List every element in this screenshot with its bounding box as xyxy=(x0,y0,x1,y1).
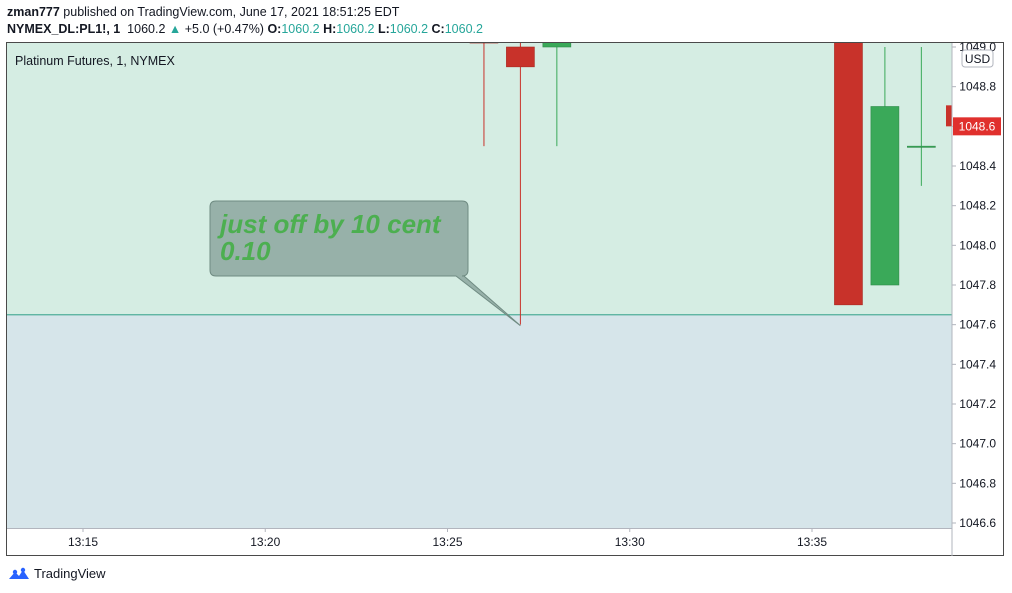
last-price-badge: 1048.6 xyxy=(953,117,1001,136)
x-tick-label: 13:20 xyxy=(250,535,280,549)
annotation-bubble xyxy=(209,200,521,327)
y-tick-label: 1048.8 xyxy=(959,80,996,94)
brand-name: TradingView xyxy=(34,566,106,581)
y-tick-label: 1048.0 xyxy=(959,238,996,252)
chart-frame[interactable] xyxy=(6,42,1004,556)
close-label: C: xyxy=(431,22,445,36)
candle-1327[interactable] xyxy=(506,37,535,325)
candle-1336[interactable] xyxy=(834,37,863,306)
y-tick-label: 1047.8 xyxy=(959,278,996,292)
candle-1337[interactable] xyxy=(870,47,900,286)
high-label: H: xyxy=(323,22,337,36)
candle-1338[interactable] xyxy=(907,47,936,186)
x-tick-label: 13:30 xyxy=(615,535,645,549)
annotation-line-2: 0.10 xyxy=(220,236,271,266)
currency-label: USD xyxy=(965,52,991,66)
chart-title: Platinum Futures, 1, NYMEX xyxy=(15,54,175,68)
candle-body xyxy=(506,46,535,68)
candle-1328[interactable] xyxy=(542,37,572,147)
low-label: L: xyxy=(377,22,390,36)
y-tick-label: 1047.4 xyxy=(959,357,996,371)
close-value: 1060.2 xyxy=(444,22,483,36)
candle-body xyxy=(469,43,499,44)
y-tick-label: 1047.6 xyxy=(959,318,996,332)
y-tick-label: 1047.2 xyxy=(959,397,996,411)
tradingview-brand[interactable]: TradingView xyxy=(8,566,106,581)
annotation-line-1: just off by 10 cent xyxy=(217,209,442,239)
upper-zone xyxy=(7,43,952,315)
high-value: 1060.2 xyxy=(336,22,375,36)
author-name[interactable]: zman777 xyxy=(7,5,60,19)
candle-body xyxy=(834,43,863,306)
candle-body xyxy=(542,43,572,48)
candle-body xyxy=(870,106,900,286)
symbol-label: NYMEX_DL:PL1!, 1 xyxy=(7,22,121,36)
y-tick-label: 1048.4 xyxy=(959,159,996,173)
publish-info: zman777 published on TradingView.com, Ju… xyxy=(7,5,399,19)
change-text: +5.0 (+0.47%) xyxy=(184,22,264,36)
y-tick-label: 1048.2 xyxy=(959,199,996,213)
x-tick-label: 13:25 xyxy=(432,535,462,549)
candle-body xyxy=(907,145,936,148)
currency-badge[interactable]: USD xyxy=(961,49,994,68)
y-tick-label: 1047.0 xyxy=(959,437,996,451)
lower-zone xyxy=(7,314,952,528)
ohlc-legend: NYMEX_DL:PL1!, 1 1060.2 ▲ +5.0 (+0.47%) … xyxy=(7,22,483,36)
last-price-text: 1060.2 xyxy=(127,22,166,36)
open-label: O: xyxy=(267,22,282,36)
x-tick-label: 13:35 xyxy=(797,535,827,549)
tradingview-logo-icon xyxy=(9,567,29,579)
publish-text: published on TradingView.com, June 17, 2… xyxy=(63,5,400,19)
y-tick-label: 1046.8 xyxy=(959,476,996,490)
up-arrow-icon: ▲ xyxy=(168,22,182,36)
candle-1326[interactable] xyxy=(469,37,499,147)
last-candle-edge xyxy=(946,105,952,127)
low-value: 1060.2 xyxy=(389,22,429,36)
open-value: 1060.2 xyxy=(281,22,320,36)
last-price-label: 1048.6 xyxy=(959,119,996,133)
x-tick-label: 13:15 xyxy=(68,535,98,549)
y-tick-label: 1046.6 xyxy=(959,516,996,530)
